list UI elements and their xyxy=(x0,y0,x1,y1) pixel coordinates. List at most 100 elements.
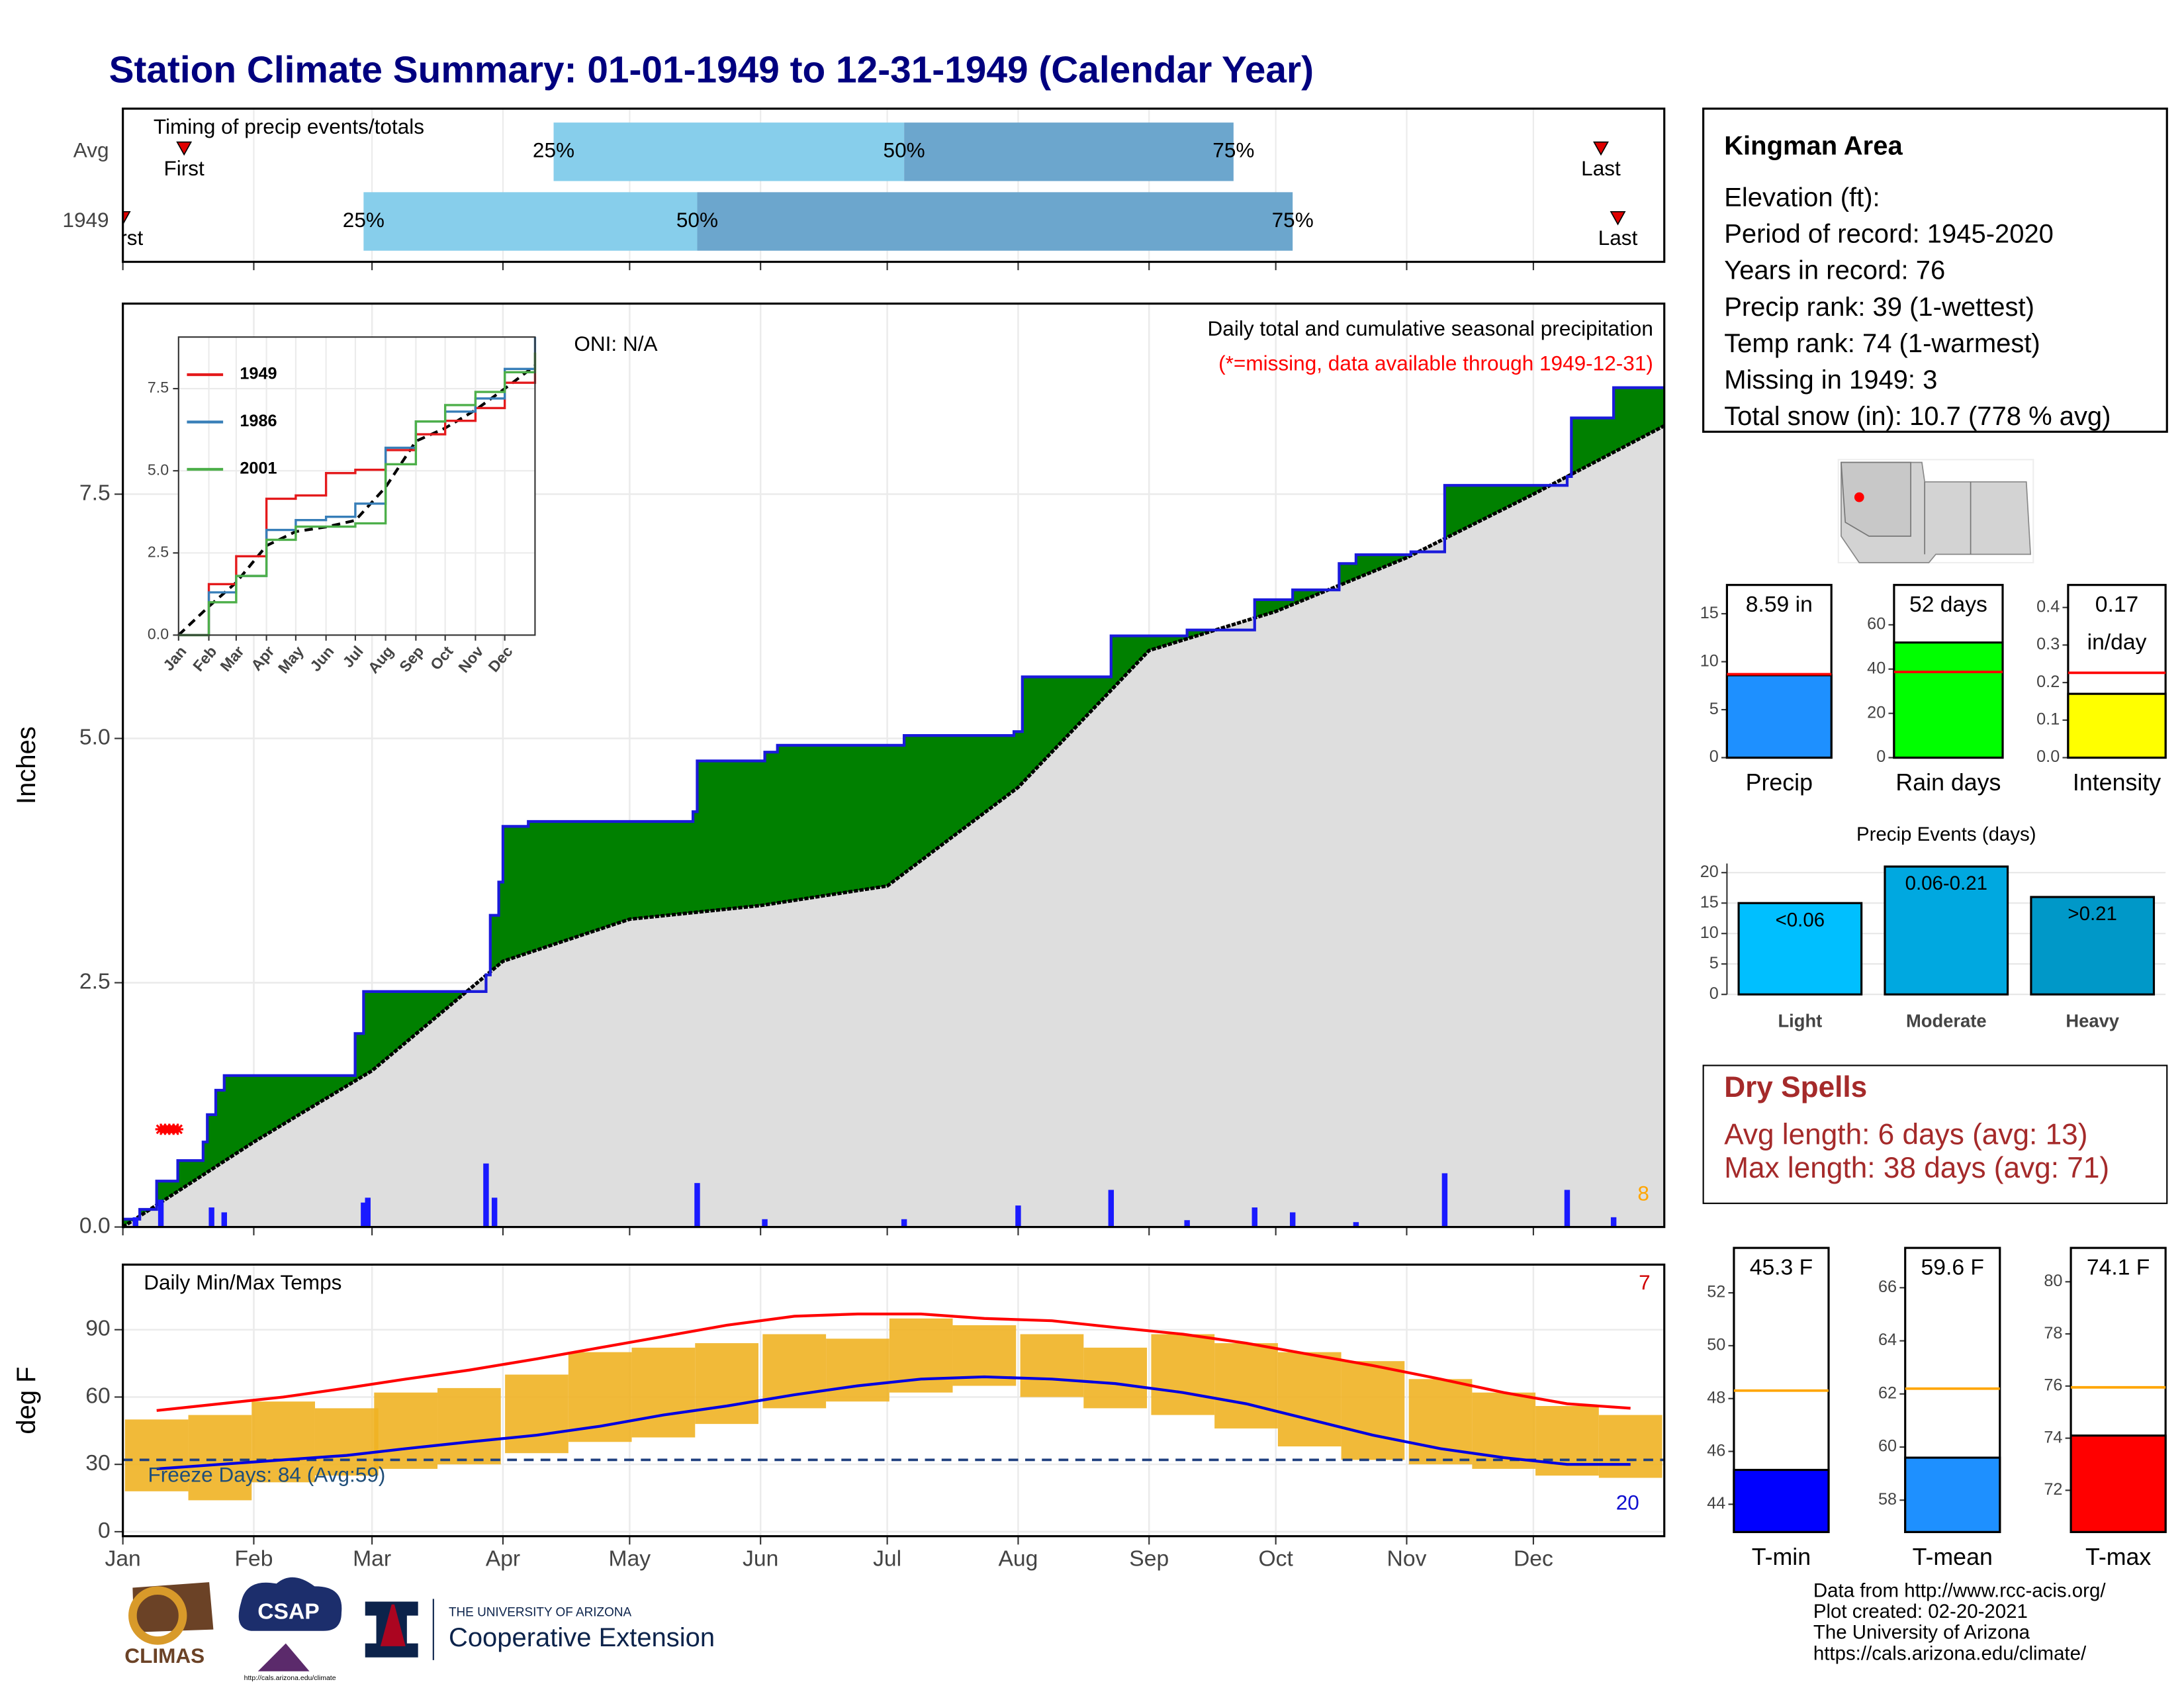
temp-range-bar xyxy=(695,1343,758,1425)
daily-bar xyxy=(1289,1212,1296,1227)
timing-marker xyxy=(1610,211,1626,226)
event-bar xyxy=(2030,896,2156,996)
x-tick-label: Apr xyxy=(248,643,278,674)
temp-range-bar xyxy=(251,1401,315,1483)
climas-logo-text: CLIMAS xyxy=(124,1644,205,1667)
average-line xyxy=(122,424,1665,1229)
daily-bar xyxy=(1441,1173,1448,1227)
temp-range-bar xyxy=(437,1387,501,1465)
y-tick-label: 10 xyxy=(1700,923,1719,942)
percent-label: 25% xyxy=(533,138,574,162)
bin-label: >0.21 xyxy=(2068,903,2117,925)
y-tick-label: 0.2 xyxy=(2036,673,2060,691)
late-half-bar xyxy=(697,192,1293,251)
temp-range-bar xyxy=(1151,1334,1215,1415)
daily-bar xyxy=(483,1163,489,1227)
percent-label: 75% xyxy=(1212,138,1254,162)
csap-url: http://cals.arizona.edu/climate xyxy=(244,1674,336,1682)
x-tick-label: Sep xyxy=(396,643,427,675)
avg-tmax-line xyxy=(156,1312,1631,1412)
info-line: Years in record: 76 xyxy=(1724,256,1945,285)
y-tick-label: 78 xyxy=(2044,1324,2062,1342)
y-tick-label: 50 xyxy=(1707,1336,1725,1354)
footer-line: Plot created: 02-20-2021 xyxy=(1813,1601,2028,1622)
y-tick-label: 40 xyxy=(1867,659,1886,677)
info-line: Missing in 1949: 3 xyxy=(1724,365,1937,395)
y-tick-label: 7.5 xyxy=(148,379,169,396)
category-label: Light xyxy=(1778,1011,1822,1031)
y-tick-label: 64 xyxy=(1878,1331,1897,1349)
y-tick-label: 90 xyxy=(85,1317,110,1341)
summary-bar xyxy=(1725,674,1833,759)
page-title: Station Climate Summary: 01-01-1949 to 1… xyxy=(109,49,1314,91)
timing-marker-label: First xyxy=(103,226,144,250)
x-tick-label: Oct xyxy=(427,643,457,673)
dry-spells-title: Dry Spells xyxy=(1724,1071,1867,1103)
x-tick-label: Dec xyxy=(484,643,516,675)
y-tick-label: 58 xyxy=(1878,1490,1897,1509)
category-label: Moderate xyxy=(1906,1011,1987,1031)
summary-bar xyxy=(2070,1434,2167,1533)
temp-range-bar xyxy=(314,1408,379,1476)
x-tick-label: May xyxy=(275,643,307,677)
y-tick-label: 5.0 xyxy=(148,461,169,478)
daily-bar xyxy=(1564,1190,1570,1227)
daily-bar xyxy=(491,1197,498,1227)
timing-title: Timing of precip events/totals xyxy=(154,115,424,138)
y-tick-label: 60 xyxy=(85,1383,110,1408)
y-tick-label: 20 xyxy=(1867,703,1886,722)
x-tick-label: Oct xyxy=(1258,1546,1293,1571)
logos: CLIMAS CSAP http://cals.arizona.edu/clim… xyxy=(124,1574,715,1682)
value-label: 45.3 F xyxy=(1750,1256,1813,1280)
y-tick-label: 46 xyxy=(1707,1441,1725,1460)
y-tick-label: 80 xyxy=(2044,1272,2062,1290)
percent-label: 50% xyxy=(884,138,925,162)
x-tick-label: Mar xyxy=(353,1546,391,1571)
category-label: Rain days xyxy=(1895,769,2001,796)
summary-bar xyxy=(1904,1456,2001,1533)
legend-label: 1986 xyxy=(240,412,277,430)
daily-bar xyxy=(901,1219,907,1227)
temp-range-bar xyxy=(1020,1334,1084,1397)
daily-bar xyxy=(132,1217,138,1227)
missing-note: (*=missing, data available through 1949-… xyxy=(1218,352,1653,375)
average-area xyxy=(122,426,1664,1227)
y-tick-label: 5 xyxy=(1709,954,1719,972)
avg-tmin-line xyxy=(156,1375,1631,1471)
missing-marker xyxy=(172,1123,184,1135)
info-box xyxy=(1702,107,2168,433)
x-tick-label: May xyxy=(609,1546,651,1571)
daily-bar xyxy=(1108,1190,1115,1227)
category-label: T-mean xyxy=(1913,1544,1993,1570)
daily-bar xyxy=(365,1197,371,1227)
x-tick-label: Jun xyxy=(306,643,337,675)
late-half-bar xyxy=(904,122,1234,181)
value-label: 0.17 xyxy=(2095,592,2139,617)
y-tick-label: 2.5 xyxy=(148,543,169,560)
info-line: Temp rank: 74 (1-warmest) xyxy=(1724,329,2040,358)
timing-marker-label: First xyxy=(164,156,205,180)
x-tick-label: Apr xyxy=(486,1546,520,1571)
y-tick-label: 15 xyxy=(1700,893,1719,912)
y-tick-label: 74 xyxy=(2044,1428,2062,1446)
daily-bar xyxy=(208,1207,214,1227)
y-tick-label: 0 xyxy=(1709,747,1719,766)
timing-frame xyxy=(122,107,1666,263)
coop-ext: Cooperative Extension xyxy=(449,1623,715,1652)
category-label: Heavy xyxy=(2066,1011,2119,1031)
x-tick-label: Aug xyxy=(998,1546,1038,1571)
value-label: 74.1 F xyxy=(2087,1256,2150,1280)
cumulative-line xyxy=(122,386,1664,1221)
y-tick-label: 7.5 xyxy=(79,481,111,505)
x-tick-label: Aug xyxy=(365,643,397,677)
daily-bar xyxy=(1184,1220,1190,1227)
info-line: Total snow (in): 10.7 (778 % avg) xyxy=(1724,402,2111,431)
temp-range-bar xyxy=(1408,1379,1473,1465)
series-line xyxy=(178,352,537,637)
events-title: Precip Events (days) xyxy=(1856,823,2036,845)
temp-range-bar xyxy=(1472,1392,1536,1469)
row-label: 1949 xyxy=(62,208,109,232)
footer-line: The University of Arizona xyxy=(1813,1622,2030,1644)
y-tick-label: 60 xyxy=(1867,615,1886,633)
